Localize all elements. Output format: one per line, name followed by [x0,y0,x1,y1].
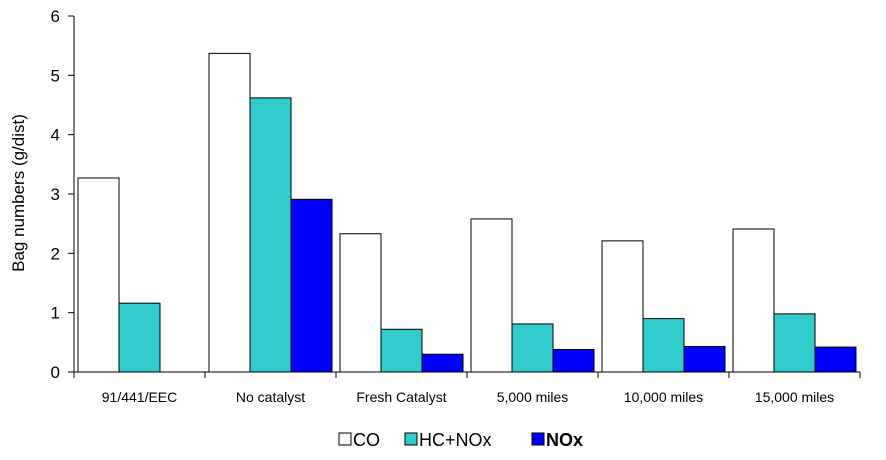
x-tick-label: No catalyst [236,389,305,405]
bar-co-2 [339,233,382,373]
y-tick-label: 0 [51,363,60,382]
legend-label-nox: NOx [546,430,583,450]
legend-swatch-co [338,432,352,446]
y-tick-label: 6 [51,7,60,26]
x-ticks: 91/441/EEC No catalyst Fresh Catalyst 5,000… [73,372,861,405]
bar-hc-nox-4 [642,318,685,373]
x-tick-label: 10,000 miles [624,389,703,405]
legend-label-hc-nox: HC+NOx [419,430,492,450]
x-tick-label: Fresh Catalyst [356,389,446,405]
bar-nox-4 [683,345,726,373]
legend-label-co: CO [353,430,380,450]
y-tick-label: 5 [51,66,60,85]
bar-co-4 [601,240,644,373]
y-tick-label: 4 [51,126,60,145]
bar-nox-2 [421,353,464,373]
x-tick-label: 5,000 miles [497,389,569,405]
bar-hc-nox-3 [511,323,554,373]
bar-hc-nox-0 [118,302,161,373]
bar-nox-5 [814,346,857,373]
bar-nox-1 [290,198,333,373]
bar-nox-3 [552,348,595,373]
y-tick-label: 1 [51,304,60,323]
bar-hc-nox-5 [773,313,816,373]
legend: CO HC+NOx NOx [338,430,583,450]
y-tick-label: 2 [51,244,60,263]
legend-swatch-nox [531,432,545,446]
bar-co-5 [732,228,775,373]
bar-hc-nox-2 [380,328,423,373]
bars-layer [77,52,857,373]
y-tick-label: 3 [51,185,60,204]
bar-hc-nox-1 [249,97,292,373]
y-axis-label: Bag numbers (g/dist) [9,114,28,272]
x-tick-label: 15,000 miles [755,389,834,405]
bar-co-3 [470,218,513,373]
y-ticks: 0 1 2 3 4 5 6 [51,7,74,382]
bar-co-0 [77,177,120,373]
legend-swatch-hc-nox [404,432,418,446]
bar-co-1 [208,52,251,373]
x-tick-label: 91/441/EEC [102,389,178,405]
